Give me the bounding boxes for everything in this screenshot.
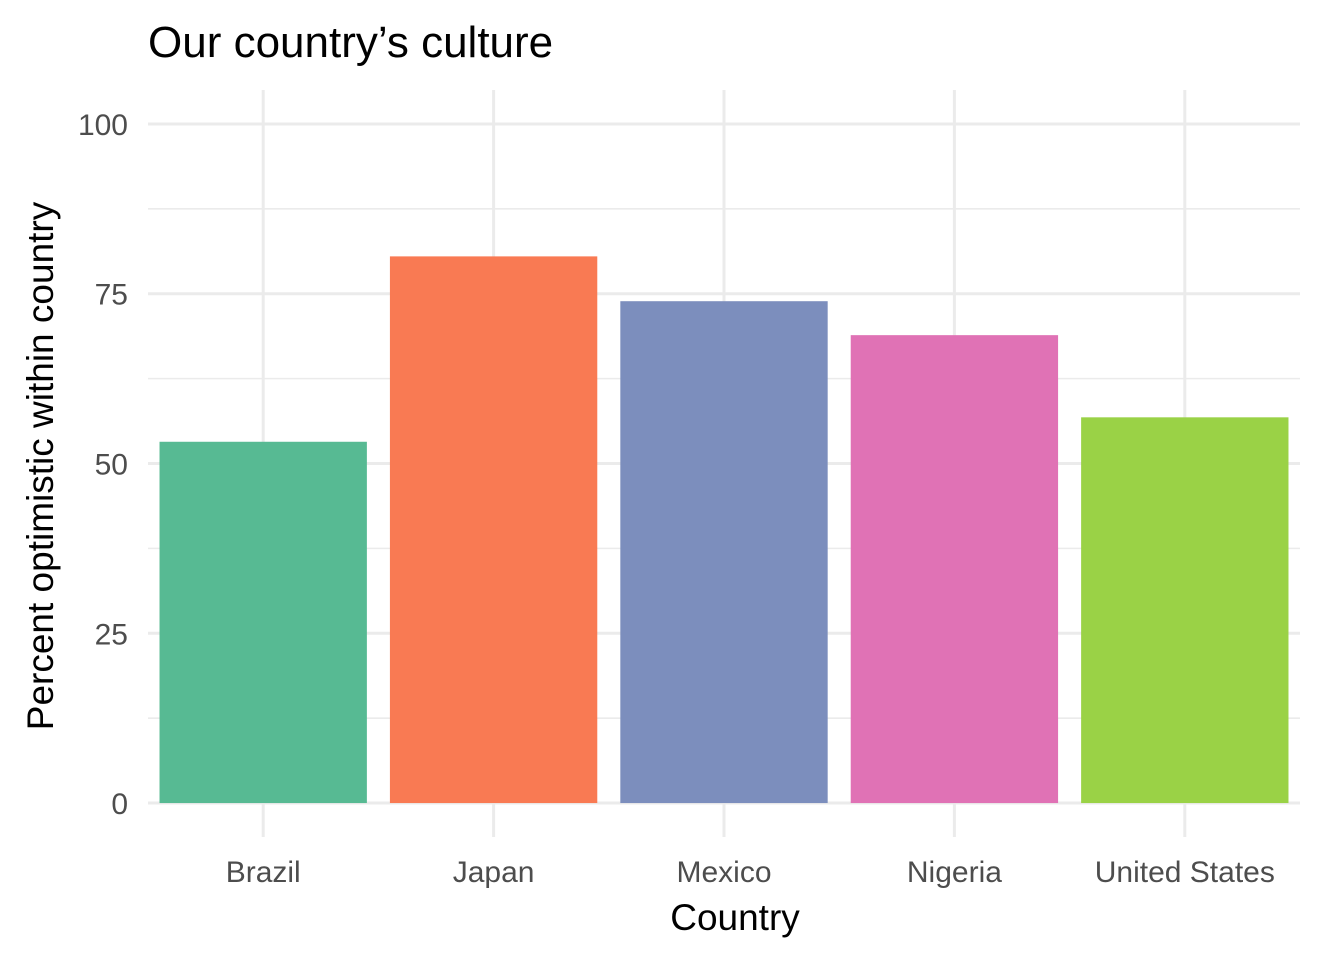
bar-nigeria — [850, 335, 1059, 804]
bar-japan — [389, 256, 598, 804]
bar-brazil — [159, 441, 367, 804]
x-tick-label: Brazil — [226, 856, 301, 889]
bar-mexico — [620, 301, 828, 804]
x-tick-label: Mexico — [676, 856, 771, 889]
chart-title: Our country’s culture — [148, 18, 553, 67]
y-tick-label: 50 — [95, 449, 128, 482]
y-tick-label: 100 — [78, 109, 128, 142]
bars — [159, 256, 1289, 804]
x-tick-label: Japan — [453, 856, 535, 889]
x-tick-label: United States — [1095, 856, 1275, 889]
y-tick-label: 25 — [95, 618, 128, 651]
y-axis-title: Percent optimistic within country — [20, 201, 61, 730]
x-axis-ticks: Brazil Japan Mexico Nigeria United States — [226, 856, 1275, 889]
y-tick-label: 75 — [95, 279, 128, 312]
x-tick-label: Nigeria — [907, 856, 1002, 889]
bar-united-states — [1081, 417, 1289, 804]
y-tick-label: 0 — [111, 788, 128, 821]
x-axis-title: Country — [670, 897, 800, 938]
y-axis-ticks: 0 25 50 75 100 — [78, 109, 128, 821]
